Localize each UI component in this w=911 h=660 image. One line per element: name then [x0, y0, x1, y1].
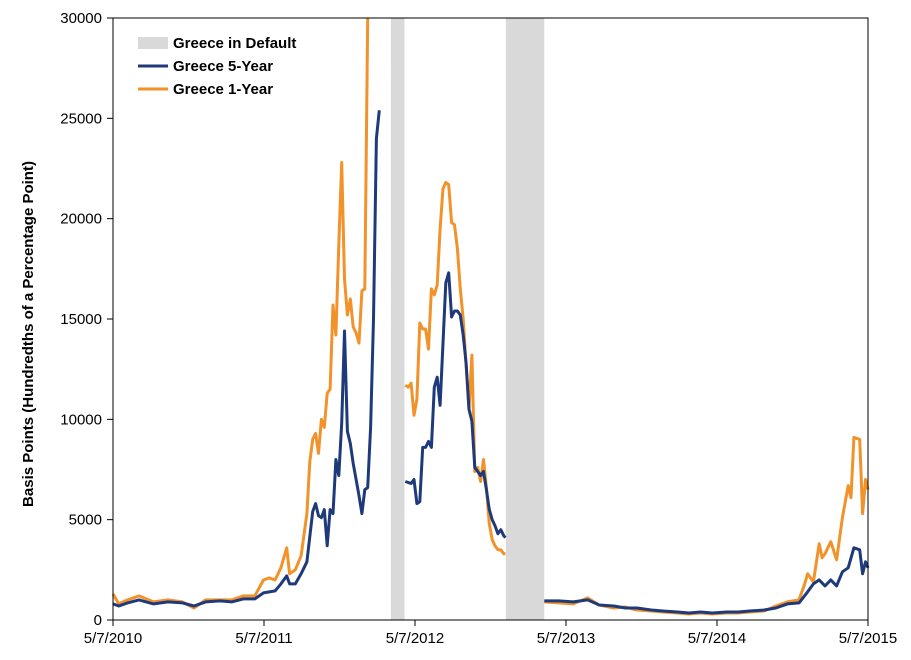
series-layer	[111, 17, 870, 616]
y-tick-label: 0	[94, 612, 102, 629]
x-tick-label: 5/7/2014	[688, 630, 746, 647]
y-axis-title: Basis Points (Hundredths of a Percentage…	[20, 161, 37, 507]
y-tick-label: 10000	[60, 411, 102, 428]
legend: Greece in Default Greece 5-Year Greece 1-Y…	[138, 35, 296, 98]
legend-label: Greece 5-Year	[173, 58, 273, 75]
y-tick-label: 20000	[60, 211, 102, 228]
default-shading-layer	[390, 18, 545, 620]
series-line-greece-5-year-segment-2	[404, 271, 507, 539]
series-line-greece-1-year-segment-3	[544, 435, 870, 616]
y-tick-label: 15000	[60, 311, 102, 328]
y-axis: 0 5000 10000 15000 20000 25000 30000	[60, 10, 113, 629]
series-line-greece-5-year-segment-1	[112, 110, 381, 608]
x-axis: 5/7/2010 5/7/2011 5/7/2012 5/7/2013 5/7/2014…	[84, 620, 897, 647]
series-line-greece-1-year-segment-1	[111, 17, 370, 610]
y-tick-label: 5000	[69, 512, 102, 529]
x-tick-label: 5/7/2015	[839, 630, 897, 647]
y-tick-label: 30000	[60, 10, 102, 27]
default-period-band-1	[390, 18, 405, 620]
default-period-band-2	[505, 18, 545, 620]
series-greece-5-year	[112, 110, 870, 615]
x-tick-label: 5/7/2011	[235, 630, 292, 647]
series-line-greece-1-year-segment-2	[404, 181, 506, 556]
legend-item-greece-1-year: Greece 1-Year	[138, 81, 273, 98]
y-tick-label: 25000	[60, 110, 102, 127]
legend-item-greece-in-default: Greece in Default	[138, 35, 296, 52]
x-tick-label: 5/7/2012	[386, 630, 444, 647]
legend-item-greece-5-year: Greece 5-Year	[138, 58, 273, 75]
x-tick-label: 5/7/2010	[84, 630, 142, 647]
series-greece-1-year	[111, 17, 870, 616]
legend-label: Greece in Default	[173, 35, 296, 52]
legend-swatch	[138, 37, 168, 49]
x-tick-label: 5/7/2013	[537, 630, 595, 647]
series-line-greece-5-year-segment-3	[544, 546, 870, 615]
legend-label: Greece 1-Year	[173, 81, 273, 98]
